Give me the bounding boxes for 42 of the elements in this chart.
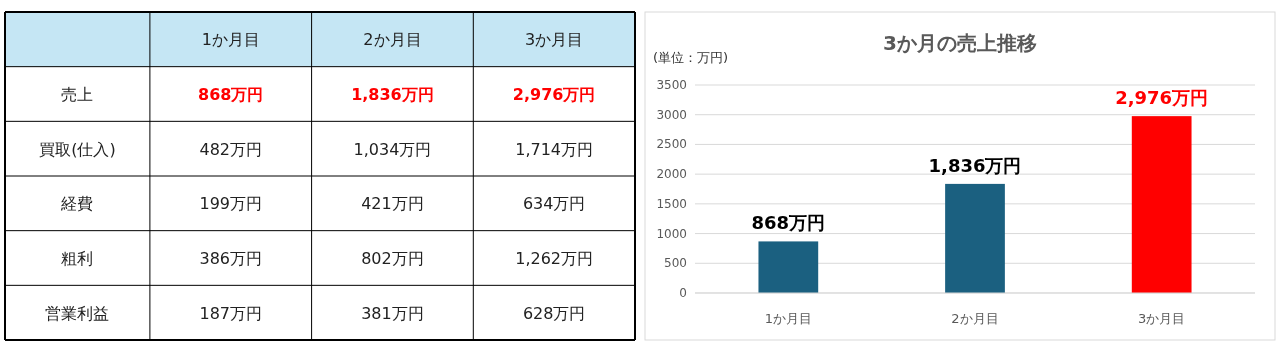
data-label: 868万円 [751,212,826,234]
y-tick-label: 粗利 [61,249,94,268]
data-label: 1,836万円 [351,85,434,104]
y-tick-label: 1000 [656,226,687,241]
data-label: 199万円 [199,194,263,214]
y-tick-label: 0 [679,286,687,300]
bar [1131,116,1192,293]
data-label: 634万円 [522,194,586,214]
bar [945,183,1005,293]
y-tick-label: 経費 [60,194,94,214]
data-label: 381万円 [361,303,424,323]
data-label: 868万円 [198,85,264,104]
y-tick-label: 売上 [61,85,94,104]
x-tick-label: 1か月目 [764,311,812,326]
x-tick-label: 3か月目 [1138,311,1186,326]
data-label: 386万円 [199,249,263,268]
y-tick-label: 3000 [656,107,687,122]
y-tick-label: 500 [664,256,687,271]
data-label: 628万円 [522,303,586,323]
chart-title: 3か月の売上推移 [883,31,1037,55]
data-label: 1,836万円 [928,154,1022,176]
x-tick-label: 3か月目 [525,30,584,50]
data-label: 2,976万円 [1115,87,1209,109]
y-tick-label: 2500 [656,137,687,152]
y-tick-label: 買取(仕入) [39,139,116,159]
data-label: 1,262万円 [515,249,594,268]
data-label: 482万円 [199,139,263,159]
data-label: 421万円 [361,194,424,214]
data-label: 187万円 [199,303,263,323]
bar [758,241,819,293]
x-tick-label: 1か月目 [201,30,260,50]
data-label: 2,976万円 [512,85,596,104]
y-tick-label: 営業利益 [45,303,110,323]
y-tick-label: 3500 [656,78,687,92]
y-tick-label: 1500 [656,196,687,211]
x-tick-label: 2か月目 [363,30,422,50]
x-tick-label: 2か月目 [951,311,999,326]
data-label: 1,714万円 [515,139,594,159]
y-axis-title: (単位：万円) [653,50,729,65]
y-tick-label: 2000 [656,167,687,182]
data-label: 802万円 [361,249,424,268]
data-label: 1,034万円 [353,139,432,159]
